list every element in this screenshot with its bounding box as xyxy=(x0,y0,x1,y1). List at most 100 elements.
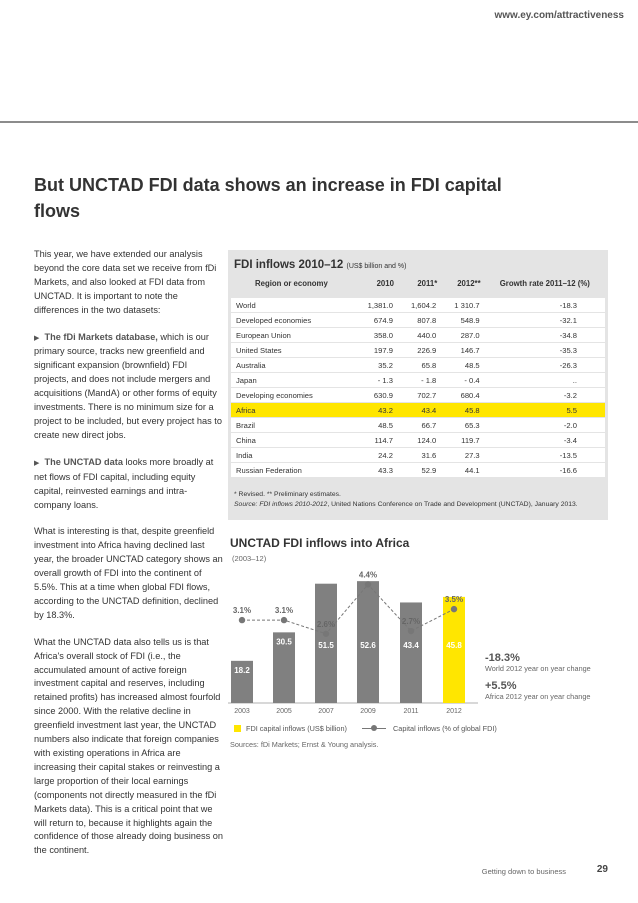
bar-value-label: 51.5 xyxy=(318,641,334,650)
triangle-bullet-icon: ▶ xyxy=(34,459,40,467)
table-row: Developing economies 630.9 702.7 680.4 -3.2 xyxy=(231,388,605,402)
source-label: Source: xyxy=(234,501,258,508)
cell-2011: - 1.8 xyxy=(397,373,442,387)
bar xyxy=(357,581,379,703)
table-row: Russian Federation 43.3 52.9 44.1 -16.6 xyxy=(231,463,605,477)
cell-2011: 52.9 xyxy=(397,463,442,477)
header-url[interactable]: www.ey.com/attractiveness xyxy=(494,10,624,21)
cell-2011: 31.6 xyxy=(397,448,442,462)
cell-2010: 358.0 xyxy=(354,328,398,342)
cell-2011: 66.7 xyxy=(397,418,442,432)
cell-growth: -3.4 xyxy=(484,433,605,447)
x-tick-label: 2007 xyxy=(318,708,334,715)
table-row: World 1,381.0 1,604.2 1 310.7 -18.3 xyxy=(231,298,605,312)
cell-2010: 674.9 xyxy=(354,313,398,327)
cell-growth: -32.1 xyxy=(484,313,605,327)
page-number: 29 xyxy=(596,864,608,875)
cell-growth: -26.3 xyxy=(484,358,605,372)
cell-2010: 197.9 xyxy=(354,343,398,357)
row-name: Russian Federation xyxy=(231,463,355,477)
fdi-markets-label: The fDi Markets database, xyxy=(44,331,158,342)
x-tick-label: 2003 xyxy=(234,708,250,715)
row-name: Brazil xyxy=(231,418,355,432)
series-line xyxy=(242,583,455,635)
line-value-label: 4.4% xyxy=(359,570,377,579)
table-row: Australia 35.2 65.8 48.5 -26.3 xyxy=(231,358,605,372)
unctad-label: The UNCTAD data xyxy=(44,456,123,467)
cell-2010: 24.2 xyxy=(354,448,398,462)
col-2011: 2011* xyxy=(417,279,438,288)
cell-growth: -34.8 xyxy=(484,328,605,342)
row-name: Developed economies xyxy=(231,313,355,327)
bar-value-label: 18.2 xyxy=(234,666,250,675)
source-title: FDI inflows 2010-2012 xyxy=(259,501,328,508)
line-point xyxy=(364,581,372,588)
cell-2012: 680.4 xyxy=(441,388,485,402)
cell-2010: - 1.3 xyxy=(354,373,398,387)
cell-2011: 43.4 xyxy=(397,403,442,417)
row-name: World xyxy=(231,298,355,312)
row-name: India xyxy=(231,448,355,462)
legend-dot-icon xyxy=(371,725,377,731)
cell-2012: 146.7 xyxy=(441,343,485,357)
body-text: This year, we have extended our analysis… xyxy=(34,248,224,871)
col-2010: 2010 xyxy=(376,279,394,288)
row-name: China xyxy=(231,433,355,447)
stat-world-value: -18.3% xyxy=(485,652,520,664)
table-unit: (US$ billion and %) xyxy=(346,263,407,270)
line-value-label: 2.6% xyxy=(317,620,335,629)
cell-2011: 440.0 xyxy=(397,328,442,342)
table-row: Brazil 48.5 66.7 65.3 -2.0 xyxy=(231,418,605,432)
paragraph-fdi-markets: ▶ The fDi Markets database, which is our… xyxy=(34,331,224,443)
unctad-text: looks more broadly at net flows of FDI c… xyxy=(34,456,214,510)
col-growth: Growth rate 2011–12 (%) xyxy=(499,279,590,288)
cell-2010: 43.3 xyxy=(354,463,398,477)
cell-2011: 807.8 xyxy=(397,313,442,327)
page-title: But UNCTAD FDI data shows an increase in… xyxy=(34,175,502,221)
cell-2011: 65.8 xyxy=(397,358,442,372)
chart-subtitle: (2003–12) xyxy=(232,554,267,563)
table-row: India 24.2 31.6 27.3 -13.5 xyxy=(231,448,605,462)
cell-growth: -35.3 xyxy=(484,343,605,357)
cell-growth: -2.0 xyxy=(484,418,605,432)
table-row: China 114.7 124.0 119.7 -3.4 xyxy=(231,433,605,447)
x-tick-label: 2012 xyxy=(446,708,462,715)
col-2012: 2012** xyxy=(457,279,481,288)
bar xyxy=(400,602,422,703)
row-name: Japan xyxy=(231,373,355,387)
cell-2011: 124.0 xyxy=(397,433,442,447)
table-row: Developed economies 674.9 807.8 548.9 -32.1 xyxy=(231,313,605,327)
fdi-inflows-table-panel: FDI inflows 2010–12 (US$ billion and %) … xyxy=(228,250,608,520)
chart-title: UNCTAD FDI inflows into Africa xyxy=(230,536,410,550)
cell-2010: 1,381.0 xyxy=(354,298,398,312)
bar-value-label: 43.4 xyxy=(403,641,419,650)
row-name: European Union xyxy=(231,328,355,342)
bar xyxy=(315,583,337,703)
x-tick-label: 2011 xyxy=(403,708,418,715)
line-point xyxy=(238,616,246,624)
cell-2012: - 0.4 xyxy=(441,373,485,387)
cell-2012: 1 310.7 xyxy=(441,298,485,312)
cell-2010: 114.7 xyxy=(354,433,398,447)
table-body: World 1,381.0 1,604.2 1 310.7 -18.3 Developed… xyxy=(231,298,605,477)
triangle-bullet-icon: ▶ xyxy=(34,334,40,342)
stat-africa-value: +5.5% xyxy=(485,680,517,692)
header-divider xyxy=(0,121,638,123)
row-name: Africa xyxy=(231,403,355,417)
bar xyxy=(443,596,465,703)
bar-value-label: 52.6 xyxy=(360,641,376,650)
fdi-inflows-table: Region or economy 2010 2011* 2012** Grow… xyxy=(231,278,605,478)
x-tick-label: 2005 xyxy=(276,708,292,715)
line-value-label: 3.1% xyxy=(275,606,293,615)
cell-2012: 27.3 xyxy=(441,448,485,462)
legend-item-line: Capital inflows (% of global FDI) xyxy=(393,724,497,733)
africa-fdi-chart: 18.2 2003 30.5 2005 51.5 2007 52.6 2009 43.4 2011… xyxy=(228,570,478,715)
footer-section: Getting down to business xyxy=(481,867,566,876)
cell-2012: 548.9 xyxy=(441,313,485,327)
legend-item-bar: FDI capital inflows (US$ billion) xyxy=(246,724,347,733)
cell-2011: 1,604.2 xyxy=(397,298,442,312)
table-row: United States 197.9 226.9 146.7 -35.3 xyxy=(231,343,605,357)
source-rest: , United Nations Conference on Trade and… xyxy=(327,501,578,508)
table-notes: * Revised. ** Preliminary estimates. Sou… xyxy=(234,490,578,510)
cell-growth: 5.5 xyxy=(484,403,605,417)
